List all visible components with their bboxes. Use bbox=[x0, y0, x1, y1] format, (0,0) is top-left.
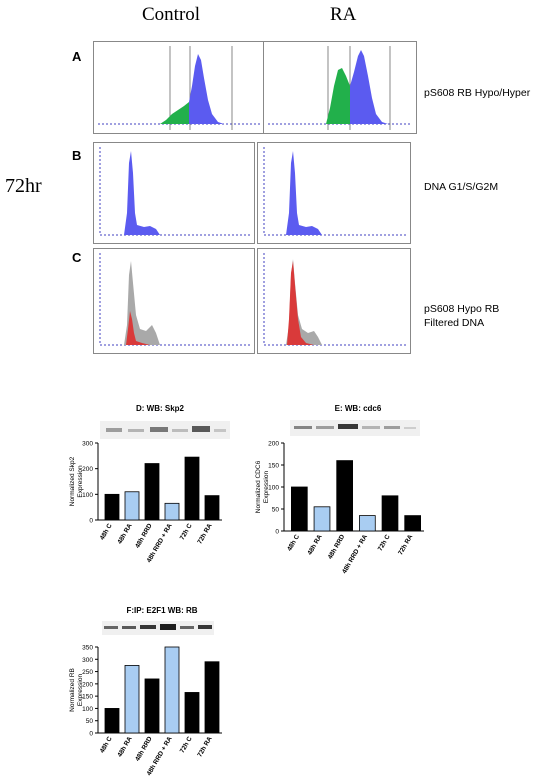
bar bbox=[124, 491, 140, 521]
x-tick-label: 48h RRD + RA bbox=[341, 533, 369, 575]
y-axis-label: Normalized CDC6Expression bbox=[255, 460, 270, 513]
x-tick-label: 72h C bbox=[179, 735, 194, 754]
x-tick-label: 48h RRD bbox=[134, 735, 154, 762]
bar bbox=[404, 515, 422, 532]
chart-skp2: D: WB: Skp2 0 100 200 300 Normalized Skp2Exp… bbox=[62, 404, 232, 584]
y-tick-label: 200 bbox=[82, 466, 93, 473]
row-label-c: pS608 Hypo RB Filtered DNA bbox=[424, 302, 499, 330]
x-tick-label: 48h C bbox=[99, 522, 114, 541]
bar bbox=[104, 493, 120, 521]
x-tick-label: 72h C bbox=[179, 522, 194, 541]
x-tick-label: 72h RA bbox=[196, 522, 213, 545]
y-tick-label: 100 bbox=[82, 706, 93, 713]
x-tick-label: 48h C bbox=[286, 533, 301, 552]
x-tick-label: 48h C bbox=[99, 735, 114, 754]
bar bbox=[124, 665, 140, 734]
bar bbox=[144, 463, 160, 521]
row-label-a: pS608 RB Hypo/Hyper bbox=[424, 86, 530, 100]
bar bbox=[164, 502, 180, 521]
bar bbox=[381, 495, 399, 532]
column-header-control: Control bbox=[142, 4, 201, 25]
flow-plot-a-control bbox=[93, 41, 265, 134]
bar bbox=[359, 515, 376, 532]
x-tick-label: 48h RA bbox=[306, 533, 323, 556]
flow-plot-c-ra bbox=[257, 248, 411, 354]
row-label-a-line-1: pS608 RB Hypo/Hyper bbox=[424, 87, 531, 99]
x-tick-label: 72h RA bbox=[397, 533, 414, 556]
x-tick-label: 72h C bbox=[377, 533, 392, 552]
y-tick-label: 250 bbox=[82, 669, 93, 676]
y-tick-label: 300 bbox=[82, 441, 93, 448]
bar bbox=[184, 456, 200, 521]
row-label-b: DNA G1/S/G2M bbox=[424, 180, 498, 194]
y-tick-label: 200 bbox=[268, 441, 279, 448]
x-tick-label: 48h RA bbox=[116, 522, 133, 545]
chart-title: D: WB: Skp2 bbox=[136, 404, 184, 413]
row-label-c-line-2: Filtered DNA bbox=[424, 317, 485, 329]
y-tick-label: 300 bbox=[82, 657, 93, 664]
bar bbox=[336, 460, 353, 532]
panel-letter-b: B bbox=[72, 148, 82, 163]
chart-cdc6: E: WB: cdc6 0 50 100 150 200 Normalized CDC6E… bbox=[248, 404, 428, 584]
western-blot-skp2 bbox=[100, 421, 230, 439]
y-tick-label: 150 bbox=[82, 694, 93, 701]
bar bbox=[204, 661, 220, 734]
bar bbox=[104, 708, 120, 734]
flow-plot-b-control bbox=[93, 142, 255, 244]
y-tick-label: 350 bbox=[82, 645, 93, 652]
y-axis-label: Normalized RBExpression bbox=[69, 668, 84, 712]
y-tick-label: 0 bbox=[89, 731, 93, 738]
chart-title: E: WB: cdc6 bbox=[334, 404, 382, 413]
flow-plot-a-ra bbox=[263, 41, 417, 134]
chart-title: F:IP: E2F1 WB: RB bbox=[126, 606, 198, 615]
y-axis-label: Normalized Skp2Expression bbox=[69, 456, 84, 506]
row-label-b-line-1: DNA G1/S/G2M bbox=[424, 181, 499, 193]
y-tick-label: 100 bbox=[268, 485, 279, 492]
flow-plot-c-control bbox=[93, 248, 255, 354]
y-tick-label: 0 bbox=[89, 518, 93, 525]
y-tick-label: 150 bbox=[268, 463, 279, 470]
bar bbox=[204, 495, 220, 521]
y-tick-label: 200 bbox=[82, 681, 93, 688]
y-tick-label: 100 bbox=[82, 492, 93, 499]
bar bbox=[144, 678, 160, 734]
western-blot-cdc6 bbox=[290, 420, 420, 436]
time-label: 72hr bbox=[5, 175, 42, 197]
x-tick-label: 48h RRD bbox=[327, 533, 347, 560]
bar bbox=[184, 692, 200, 734]
x-tick-label: 72h RA bbox=[196, 735, 213, 758]
panel-letter-a: A bbox=[72, 49, 82, 64]
row-label-c-line-1: pS608 Hypo RB bbox=[424, 303, 500, 315]
column-header-ra: RA bbox=[330, 4, 357, 25]
x-tick-label: 48h RA bbox=[116, 735, 133, 758]
y-tick-label: 0 bbox=[275, 529, 279, 536]
western-blot-rb bbox=[102, 621, 214, 635]
y-tick-label: 50 bbox=[86, 718, 94, 725]
chart-rb: F:IP: E2F1 WB: RB 0 50 100 150 200 250 300 350 N… bbox=[62, 606, 232, 776]
y-tick-label: 50 bbox=[272, 507, 280, 514]
x-tick-label: 48h RRD bbox=[134, 522, 154, 549]
bar bbox=[164, 646, 180, 734]
bar bbox=[291, 486, 308, 532]
bar bbox=[313, 506, 331, 532]
flow-plot-b-ra bbox=[257, 142, 411, 244]
panel-letter-c: C bbox=[72, 250, 82, 265]
